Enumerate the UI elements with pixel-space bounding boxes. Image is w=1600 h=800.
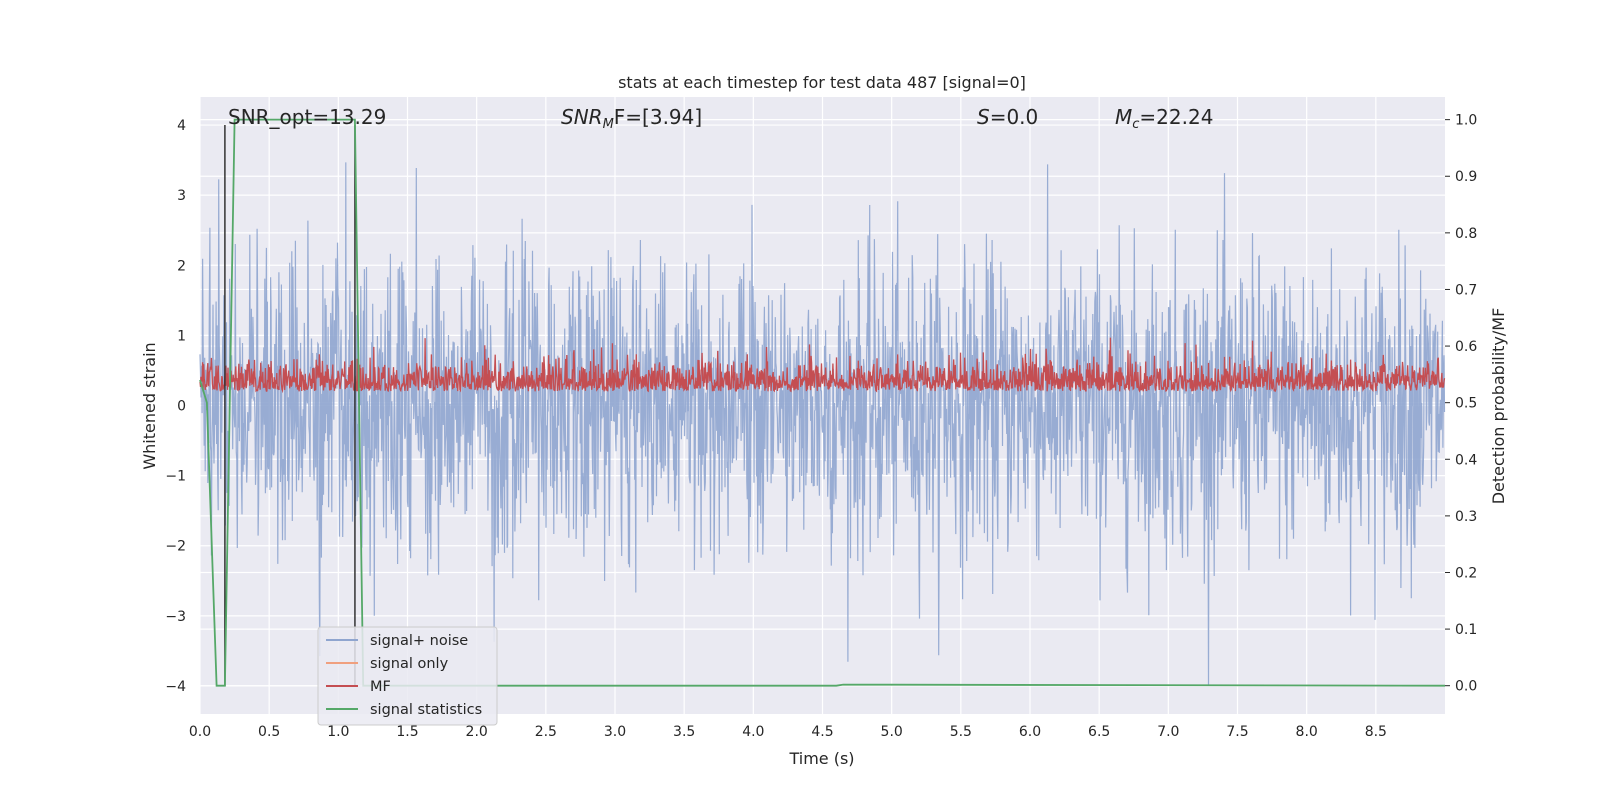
legend-label-signal-noise: signal+ noise: [370, 633, 468, 649]
x-tick-label: 6.5: [1088, 724, 1110, 740]
y-left-tick-label: −3: [165, 609, 186, 625]
y-left-tick-label: 1: [177, 328, 186, 344]
x-tick-label: 6.0: [1019, 724, 1041, 740]
vertical-lines: [224, 125, 356, 686]
x-tick-label: 2.0: [466, 724, 488, 740]
y-left-tick-label: 3: [177, 188, 186, 204]
y-left-tick-label: −4: [165, 679, 186, 695]
x-tick-label: 5.5: [950, 724, 972, 740]
y-left-tick-label: 2: [177, 258, 186, 274]
x-tick-label: 2.5: [535, 724, 557, 740]
annotation-s-tail: =0.0: [990, 105, 1039, 129]
series-line-signal-noise: [199, 162, 1446, 687]
annotation-s: S=0.0: [977, 105, 1038, 129]
legend-label-mf: MF: [370, 679, 391, 695]
y-axis-label-left: Whitened strain: [140, 342, 159, 469]
legend-label-signal-statistics: signal statistics: [370, 702, 482, 718]
x-axis-label: Time (s): [788, 749, 854, 768]
legend: signal+ noise signal only MF signal stat…: [317, 626, 498, 726]
y-right-tick-label: 0.1: [1455, 622, 1477, 638]
y-right-tick-label: 0.0: [1455, 679, 1477, 695]
y-right-tick-label: 0.6: [1455, 339, 1477, 355]
annotation-s-main: S: [977, 105, 990, 129]
x-tick-label: 8.5: [1365, 724, 1387, 740]
series-signal-statistics: [199, 118, 1446, 687]
chart-title: stats at each timestep for test data 487…: [618, 73, 1026, 92]
y-axis-label-right: Detection probability/MF: [1489, 308, 1508, 505]
x-tick-label: 5.0: [881, 724, 903, 740]
annotation-snr-opt: SNR_opt=13.29: [228, 105, 386, 129]
y-right-tick-label: 0.9: [1455, 169, 1477, 185]
x-tick-label: 0.5: [258, 724, 280, 740]
x-tick-label: 1.5: [396, 724, 418, 740]
series-mf: [199, 337, 1446, 394]
series-line-signal-statistics: [199, 118, 1446, 687]
y-right-tick-label: 0.5: [1455, 396, 1477, 412]
x-tick-label: 4.0: [742, 724, 764, 740]
y-right-tick-label: 1.0: [1455, 113, 1477, 129]
annotation-mc-main: M: [1115, 105, 1132, 129]
y-right-tick-label: 0.7: [1455, 282, 1477, 298]
y-left-tick-label: 0: [177, 399, 186, 415]
annotation-mc-tail: =22.24: [1139, 105, 1213, 129]
annotation-mc-sub: c: [1132, 117, 1139, 132]
x-tick-label: 4.5: [811, 724, 833, 740]
y-left-tick-label: −2: [165, 539, 186, 555]
x-tick-label: 7.5: [1226, 724, 1248, 740]
annotation-snr-mf-tail: F=[3.94]: [614, 105, 702, 129]
y-right-tick-labels: 0.0 0.1 0.2 0.3 0.4 0.5 0.6 0.7 0.8 0.9 1.0: [1445, 113, 1477, 695]
y-left-tick-labels: −4 −3 −2 −1 0 1 2 3 4: [165, 118, 186, 695]
x-tick-label: 0.0: [189, 724, 211, 740]
annotation-snr-mf-main: SNR: [561, 105, 603, 129]
y-left-tick-label: −1: [165, 469, 186, 485]
y-right-tick-label: 0.3: [1455, 509, 1477, 525]
annotation-snr-mf-sub: M: [603, 117, 614, 132]
y-right-tick-label: 0.2: [1455, 565, 1477, 581]
annotation-snr-mf: SNRMF=[3.94]: [561, 105, 702, 132]
annotation-mc: Mc=22.24: [1115, 105, 1213, 132]
y-right-tick-label: 0.8: [1455, 226, 1477, 242]
x-tick-label: 3.5: [673, 724, 695, 740]
legend-label-signal-only: signal only: [370, 656, 449, 672]
x-tick-labels: 0.0 0.5 1.0 1.5 2.0 2.5 3.0 3.5 4.0 4.5 5.0 5.5 6.0 6…: [189, 724, 1387, 740]
x-tick-label: 7.0: [1157, 724, 1179, 740]
y-left-tick-label: 4: [177, 118, 186, 134]
series-signal-noise: [199, 162, 1446, 687]
legend-box: [317, 626, 498, 726]
x-tick-label: 1.0: [327, 724, 349, 740]
y-right-tick-label: 0.4: [1455, 452, 1477, 468]
grid: [199, 97, 1445, 714]
series-line-mf: [199, 337, 1446, 394]
x-tick-label: 8.0: [1296, 724, 1318, 740]
x-tick-label: 3.0: [604, 724, 626, 740]
